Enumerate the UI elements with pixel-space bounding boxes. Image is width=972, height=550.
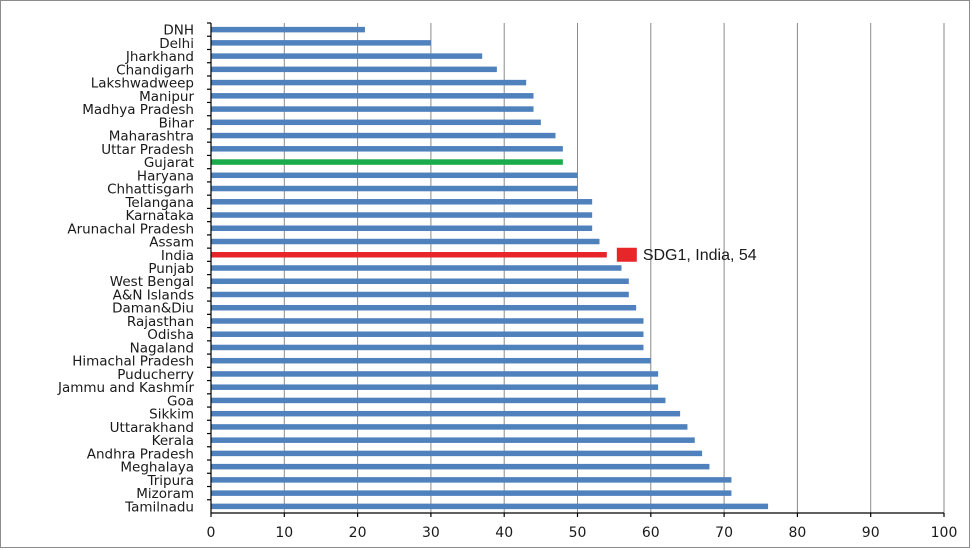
x-tick-label-10: 10 <box>275 525 293 541</box>
category-label-west-bengal: West Bengal <box>110 274 194 290</box>
category-label-telangana: Telangana <box>124 195 194 211</box>
category-labels: DNHDelhiJharkhandChandigarhLakshwadweepM… <box>57 22 211 515</box>
category-label-rajasthan: Rajasthan <box>127 314 194 330</box>
category-label-uttar-pradesh: Uttar Pradesh <box>101 142 194 158</box>
annotation: SDG1, India, 54 <box>616 247 757 264</box>
bar-mizoram <box>211 490 732 496</box>
x-tick-label-90: 90 <box>862 525 880 541</box>
category-label-karnataka: Karnataka <box>126 208 194 224</box>
bar-jharkhand <box>211 53 483 59</box>
category-label-assam: Assam <box>149 235 194 251</box>
category-label-uttarakhand: Uttarakhand <box>110 420 194 436</box>
x-tick-label-80: 80 <box>788 525 806 541</box>
bar-assam <box>211 238 600 245</box>
bar-india <box>211 252 607 258</box>
category-label-odisha: Odisha <box>147 327 194 343</box>
category-label-jammu-and-kashmir: Jammu and Kashmir <box>57 380 194 396</box>
bar-chandigarh <box>211 66 497 73</box>
category-label-madhya-pradesh: Madhya Pradesh <box>82 102 194 118</box>
category-label-nagaland: Nagaland <box>130 340 194 356</box>
bar-puducherry <box>211 371 659 377</box>
category-label-sikkim: Sikkim <box>149 407 194 423</box>
category-label-arunachal-pradesh: Arunachal Pradesh <box>67 221 194 237</box>
bar-tripura <box>211 477 732 483</box>
category-label-manipur: Manipur <box>139 89 194 105</box>
category-label-puducherry: Puducherry <box>117 367 194 383</box>
category-label-dnh: DNH <box>163 23 194 39</box>
bar-tamilnadu <box>211 503 769 510</box>
category-label-chhattisgarh: Chhattisgarh <box>107 182 194 198</box>
x-tick-label-100: 100 <box>931 525 958 541</box>
bar-telangana <box>211 199 593 205</box>
bar-delhi <box>211 40 431 46</box>
category-label-gujarat: Gujarat <box>144 155 194 171</box>
bars <box>211 26 769 510</box>
category-label-daman-diu: Daman&Diu <box>112 301 194 317</box>
annotation-label: SDG1, India, 54 <box>643 247 757 264</box>
bar-daman-diu <box>211 304 637 311</box>
x-tick-label-20: 20 <box>349 525 367 541</box>
bar-dnh <box>211 26 365 33</box>
x-tick-label-50: 50 <box>569 525 587 541</box>
bar-bihar <box>211 119 541 126</box>
bar-meghalaya <box>211 463 710 470</box>
x-tick-label-70: 70 <box>715 525 733 541</box>
bar-gujarat <box>211 159 563 165</box>
category-label-punjab: Punjab <box>148 261 194 277</box>
bar-andhra-pradesh <box>211 450 703 457</box>
x-tick-label-60: 60 <box>642 525 660 541</box>
bar-a-n-islands <box>211 291 629 298</box>
bar-rajasthan <box>211 318 644 324</box>
category-label-jharkhand: Jharkhand <box>125 49 194 65</box>
x-tick-labels: 0 10 20 30 40 50 60 70 80 90 100 <box>207 513 958 541</box>
category-label-goa: Goa <box>167 393 194 409</box>
category-label-tamilnadu: Tamilnadu <box>124 499 194 515</box>
bar-uttarakhand <box>211 424 688 430</box>
category-label-india: India <box>161 248 194 264</box>
category-label-haryana: Haryana <box>137 168 194 184</box>
bar-karnataka <box>211 212 593 218</box>
bar-west-bengal <box>211 278 629 284</box>
bar-sikkim <box>211 410 681 417</box>
bar-jammu-and-kashmir <box>211 384 659 390</box>
bar-himachal-pradesh <box>211 357 651 364</box>
category-label-bihar: Bihar <box>159 115 195 131</box>
category-label-chandigarh: Chandigarh <box>116 62 194 78</box>
bar-chhattisgarh <box>211 185 578 192</box>
category-label-mizoram: Mizoram <box>136 486 194 502</box>
category-label-tripura: Tripura <box>146 473 194 489</box>
category-label-lakshwadweep: Lakshwadweep <box>91 76 194 92</box>
bar-goa <box>211 397 666 404</box>
bar-punjab <box>211 265 622 271</box>
x-tick-label-30: 30 <box>422 525 440 541</box>
category-label-delhi: Delhi <box>159 36 194 52</box>
x-tick-label-40: 40 <box>495 525 513 541</box>
category-label-himachal-pradesh: Himachal Pradesh <box>72 354 194 370</box>
category-label-andhra-pradesh: Andhra Pradesh <box>87 446 194 462</box>
bar-uttar-pradesh <box>211 146 563 152</box>
category-label-maharashtra: Maharashtra <box>109 129 194 145</box>
bar-lakshwadweep <box>211 79 527 86</box>
bar-maharashtra <box>211 132 556 139</box>
annotation-marker <box>616 247 637 262</box>
bar-kerala <box>211 437 695 443</box>
category-label-meghalaya: Meghalaya <box>120 460 194 476</box>
bar-arunachal-pradesh <box>211 225 593 232</box>
x-tick-label-0: 0 <box>207 525 216 541</box>
category-label-kerala: Kerala <box>152 433 194 449</box>
bar-madhya-pradesh <box>211 106 534 112</box>
bar-haryana <box>211 172 578 179</box>
bar-nagaland <box>211 344 644 351</box>
bar-manipur <box>211 93 534 99</box>
bar-odisha <box>211 331 644 337</box>
category-label-a-n-islands: A&N Islands <box>113 287 194 303</box>
